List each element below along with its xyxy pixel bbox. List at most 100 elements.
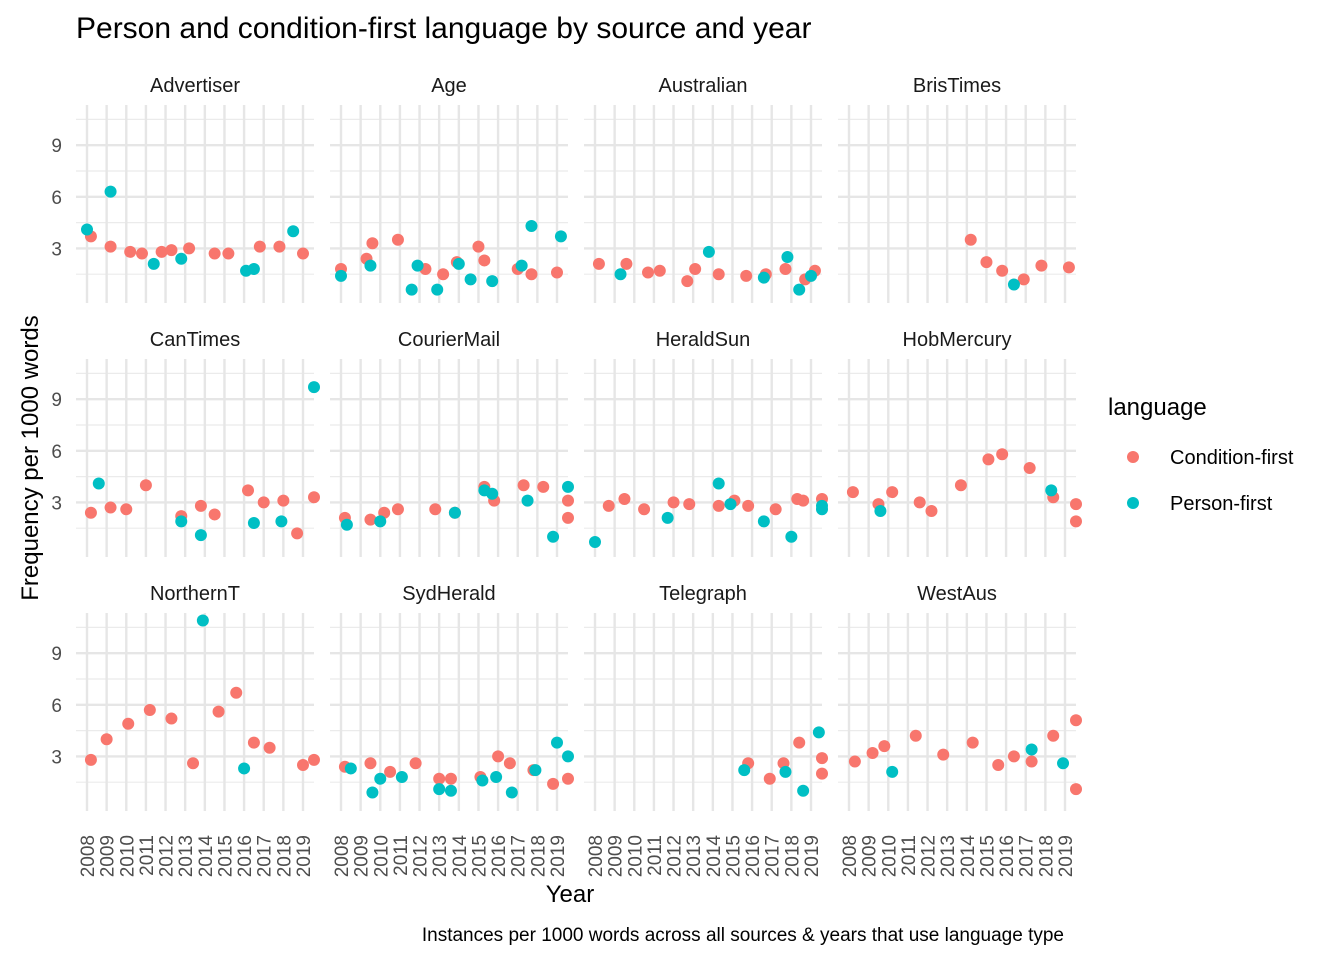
point-person-first: [797, 784, 810, 797]
point-condition-first: [742, 499, 755, 512]
point-person-first: [175, 515, 188, 528]
facet-strip-label: CourierMail: [398, 329, 500, 351]
point-condition-first: [409, 757, 422, 770]
point-condition-first: [247, 736, 260, 749]
point-condition-first: [104, 240, 117, 253]
point-condition-first: [1047, 729, 1060, 742]
point-condition-first: [996, 448, 1009, 461]
point-person-first: [366, 786, 379, 799]
point-person-first: [194, 529, 207, 542]
point-person-first: [238, 762, 251, 775]
point-condition-first: [84, 506, 97, 519]
point-condition-first: [681, 275, 694, 288]
point-condition-first: [1025, 755, 1038, 768]
point-condition-first: [444, 772, 457, 785]
point-condition-first: [1062, 261, 1075, 274]
point-condition-first: [208, 508, 221, 521]
x-tick-label: 2018: [782, 835, 803, 877]
point-condition-first: [384, 765, 397, 778]
point-person-first: [785, 530, 798, 543]
x-tick-label: 2013: [684, 835, 705, 877]
x-tick-label: 2008: [332, 835, 353, 877]
point-condition-first: [503, 757, 516, 770]
point-person-first: [486, 275, 499, 288]
point-condition-first: [364, 757, 377, 770]
x-tick-label: 2011: [137, 835, 158, 876]
point-condition-first: [308, 753, 320, 766]
point-condition-first: [100, 733, 113, 746]
point-condition-first: [551, 266, 563, 279]
point-person-first: [702, 245, 715, 258]
x-tick-label: 2008: [586, 835, 607, 877]
point-person-first: [92, 477, 105, 490]
point-condition-first: [1023, 462, 1036, 474]
point-person-first: [757, 515, 770, 528]
facet-strip-label: SydHerald: [402, 583, 495, 605]
y-tick-label: 3: [51, 747, 62, 768]
point-condition-first: [712, 268, 725, 281]
point-condition-first: [1035, 259, 1048, 272]
x-tick-label: 2014: [958, 835, 979, 878]
point-person-first: [395, 771, 408, 784]
point-condition-first: [257, 496, 270, 509]
point-condition-first: [472, 240, 485, 253]
facet-strip-label: Australian: [659, 75, 748, 97]
facet-hobmercury: HobMercury: [838, 329, 1082, 557]
point-condition-first: [689, 263, 702, 276]
point-condition-first: [165, 244, 178, 257]
point-condition-first: [104, 501, 117, 514]
point-condition-first: [478, 254, 491, 267]
x-tick-label: 2009: [860, 835, 881, 877]
point-person-first: [247, 517, 260, 530]
facet-bristimes: BrisTimes: [838, 75, 1076, 303]
point-condition-first: [846, 486, 859, 499]
y-tick-label: 9: [51, 136, 62, 157]
point-condition-first: [437, 268, 450, 281]
point-person-first: [452, 257, 465, 270]
point-condition-first: [547, 777, 560, 790]
point-condition-first: [194, 499, 207, 512]
point-condition-first: [135, 247, 148, 260]
point-person-first: [661, 511, 674, 524]
x-tick-label: 2013: [938, 835, 959, 877]
x-tick-label: 2014: [450, 835, 471, 878]
y-tick-label: 3: [51, 493, 62, 514]
point-person-first: [196, 614, 209, 627]
point-person-first: [874, 505, 887, 517]
facet-strip-label: Telegraph: [659, 583, 747, 605]
point-person-first: [275, 515, 288, 528]
point-condition-first: [165, 712, 178, 725]
point-condition-first: [122, 717, 135, 730]
x-tick-label: 2016: [235, 835, 256, 877]
point-condition-first: [982, 453, 995, 466]
point-condition-first: [562, 772, 574, 785]
point-condition-first: [120, 503, 133, 516]
facet-northernt: NorthernT 3 6 9 2008200920102011201220132014…: [51, 583, 320, 877]
point-condition-first: [537, 480, 550, 493]
x-tick-label: 2015: [469, 835, 490, 877]
point-person-first: [104, 185, 117, 198]
point-person-first: [515, 259, 528, 272]
facet-westaus: WestAus200820092010201120122013201420152…: [838, 583, 1082, 877]
chart-caption: Instances per 1000 words across all sour…: [422, 925, 1064, 946]
y-axis-label: Frequency per 1000 words: [17, 315, 44, 601]
point-person-first: [247, 263, 260, 276]
point-condition-first: [996, 264, 1009, 277]
point-condition-first: [222, 247, 235, 260]
facet-advertiser: Advertiser 3 6 9: [51, 75, 314, 303]
point-person-first: [589, 535, 601, 548]
x-tick-label: 2012: [157, 835, 178, 877]
legend: language Condition-first Person-first: [1108, 394, 1294, 515]
x-tick-label: 2010: [625, 835, 646, 877]
x-tick-label: 2014: [196, 835, 217, 878]
point-condition-first: [886, 486, 899, 499]
facet-strip-label: WestAus: [917, 583, 997, 605]
y-tick-label: 6: [51, 442, 62, 463]
point-person-first: [505, 786, 518, 799]
point-person-first: [529, 764, 542, 777]
point-condition-first: [1070, 515, 1082, 528]
point-person-first: [738, 764, 751, 777]
point-person-first: [476, 774, 489, 787]
point-condition-first: [492, 750, 505, 763]
point-condition-first: [391, 503, 404, 516]
